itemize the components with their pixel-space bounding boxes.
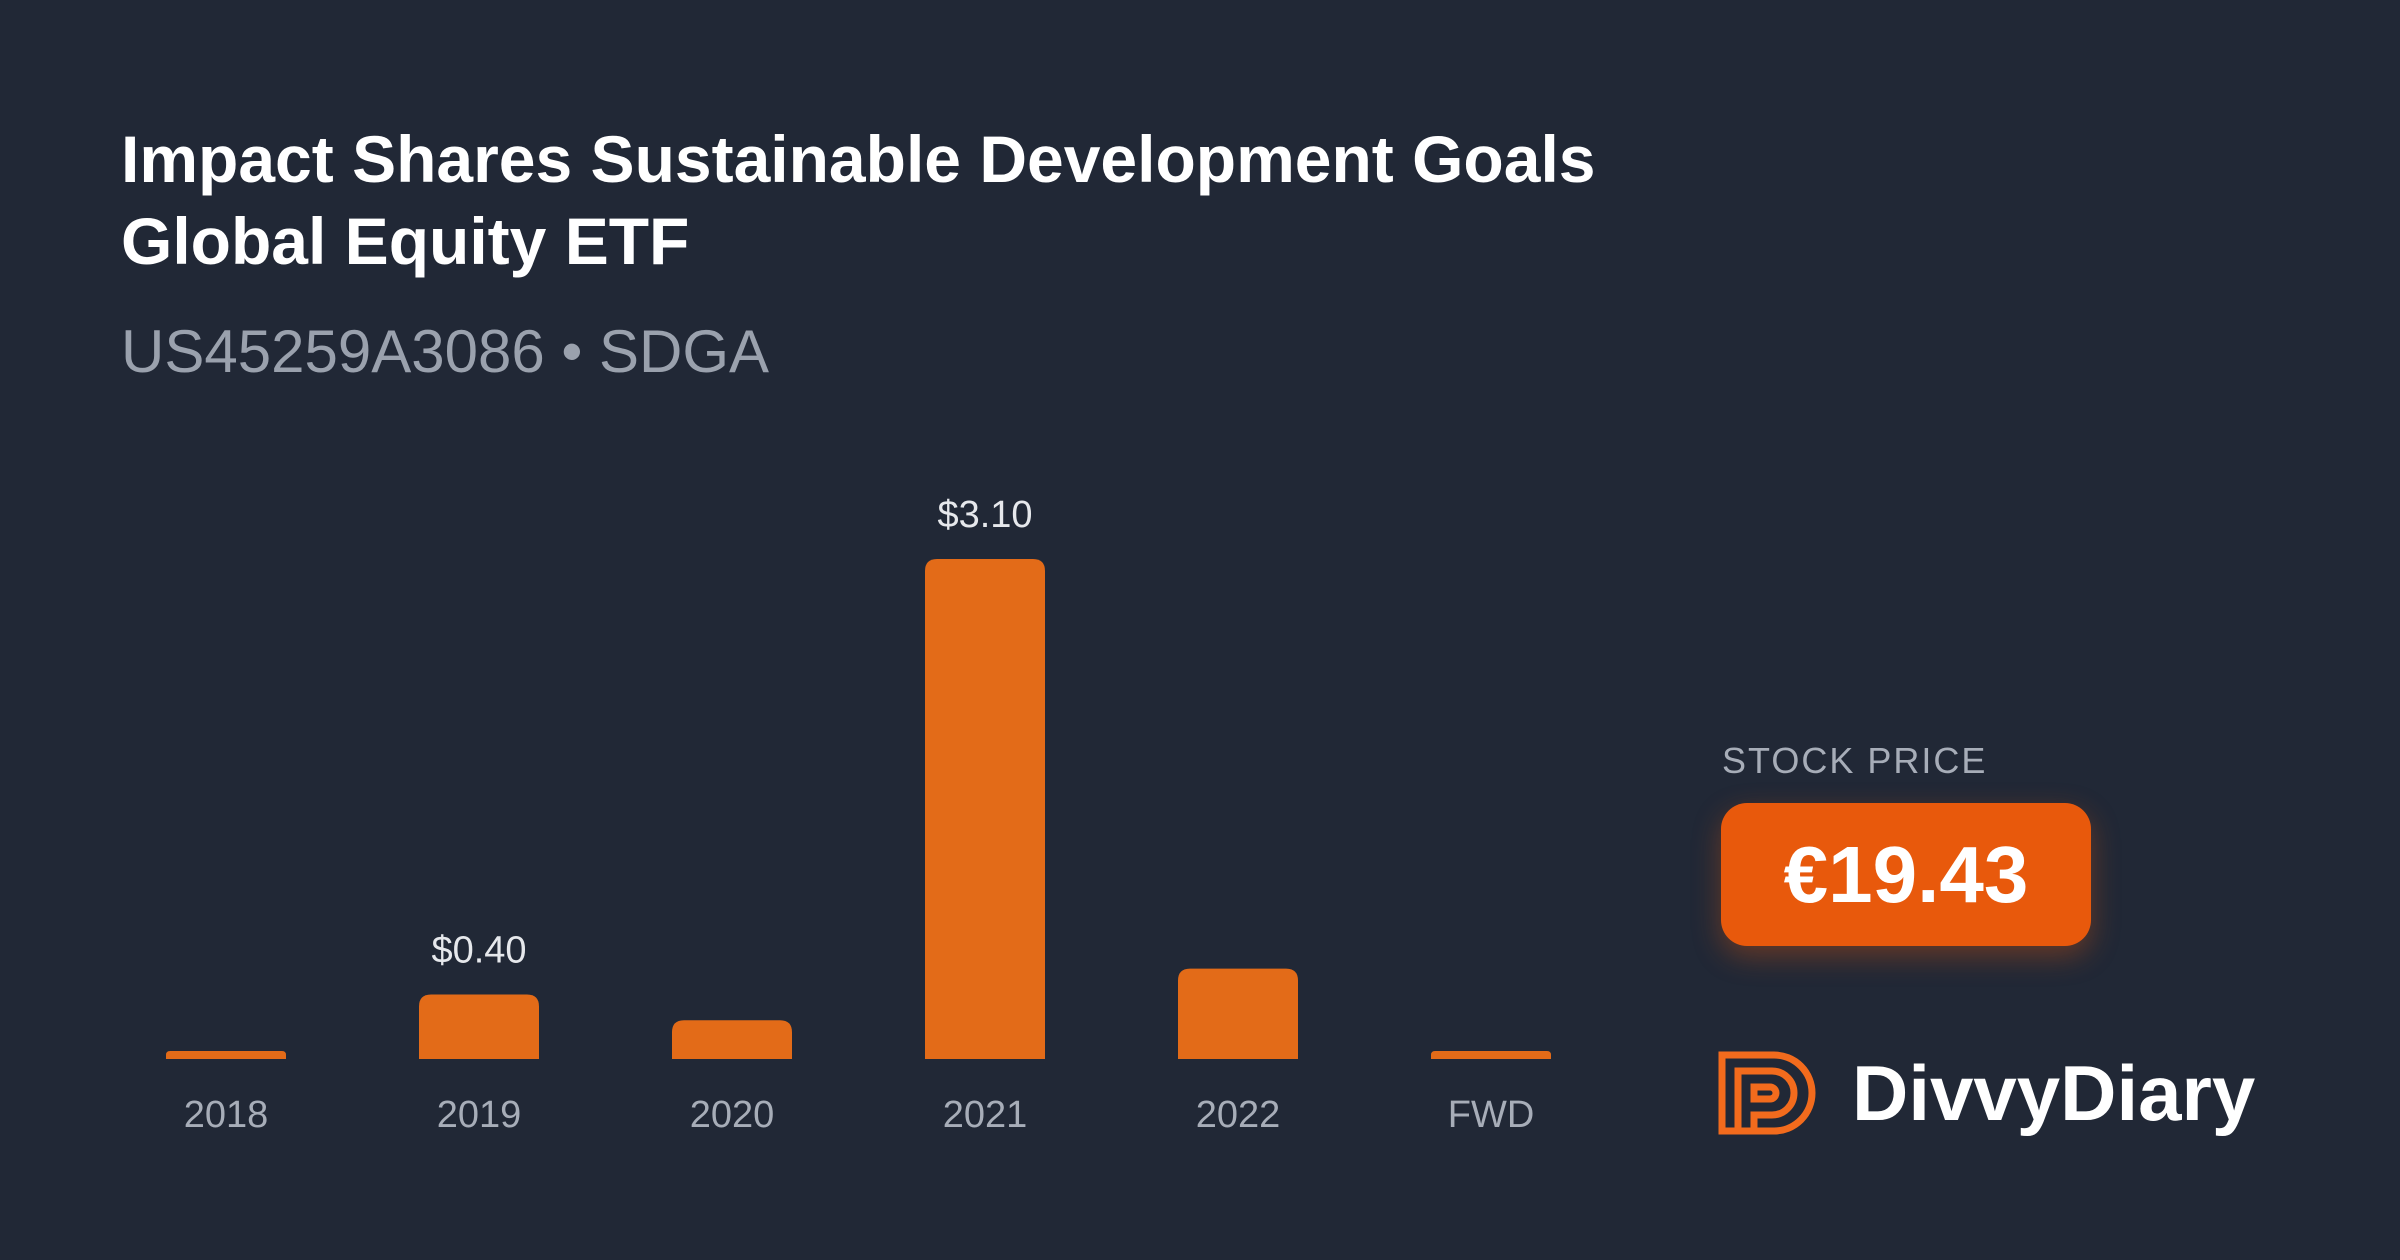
brand-name: DivvyDiary bbox=[1852, 1049, 2256, 1137]
bar-2018 bbox=[166, 1051, 286, 1059]
divvydiary-logo-icon bbox=[1718, 1051, 1816, 1135]
x-tick-label-2021: 2021 bbox=[943, 1094, 1028, 1136]
bar-2019 bbox=[419, 994, 539, 1059]
page-title: Impact Shares Sustainable Development Go… bbox=[121, 122, 1596, 278]
x-tick-label-2020: 2020 bbox=[690, 1094, 775, 1136]
x-tick-label-2018: 2018 bbox=[184, 1094, 269, 1136]
x-tick-label-2019: 2019 bbox=[437, 1094, 522, 1136]
bar-2021 bbox=[925, 559, 1045, 1059]
stock-price-label: STOCK PRICE bbox=[1722, 740, 1988, 781]
x-tick-label-fwd: FWD bbox=[1448, 1094, 1535, 1136]
x-tick-label-2022: 2022 bbox=[1196, 1094, 1281, 1136]
bar-2020 bbox=[672, 1020, 792, 1059]
dividend-bar-chart: 2018 $0.40 2019 2020 $3.10 2021 2022 FWD bbox=[166, 494, 1551, 1136]
bar-fwd bbox=[1431, 1051, 1551, 1059]
brand[interactable]: DivvyDiary bbox=[1718, 1048, 2255, 1138]
stock-price-badge: €19.43 bbox=[1721, 803, 2091, 946]
data-label-2019: $0.40 bbox=[431, 929, 526, 971]
bar-2022 bbox=[1178, 968, 1298, 1059]
isin-ticker-subtitle: US45259A3086 • SDGA bbox=[121, 318, 770, 385]
data-label-2021: $3.10 bbox=[937, 494, 1032, 536]
